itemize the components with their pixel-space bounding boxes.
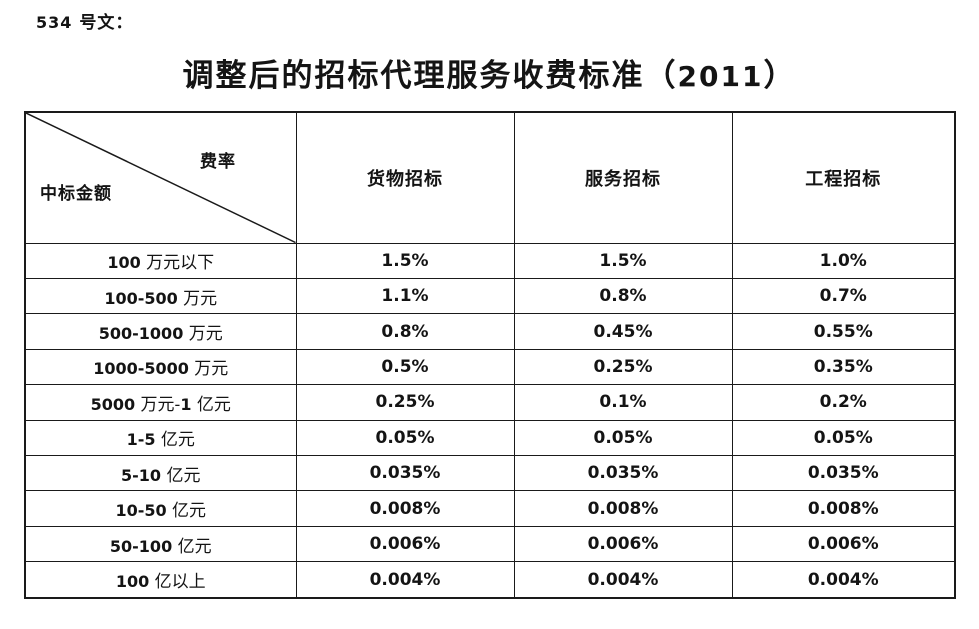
services-rate-cell: 0.004% bbox=[513, 561, 733, 599]
column-header-engineering: 工程招标 bbox=[731, 111, 956, 244]
engineering-rate-cell: 0.008% bbox=[731, 490, 956, 527]
services-rate-cell: 0.8% bbox=[513, 277, 733, 315]
amount-cell: 5000 万元-1 亿元 bbox=[24, 384, 297, 421]
goods-rate-cell: 0.5% bbox=[295, 348, 515, 386]
amount-cell: 50-100 亿元 bbox=[24, 525, 297, 563]
bid-amount-corner-label: 中标金额 bbox=[40, 184, 112, 204]
table-row: 1-5 亿元 0.05% 0.05% 0.05% bbox=[24, 419, 956, 457]
corner-header-cell: 费率 中标金额 bbox=[24, 111, 297, 244]
services-rate-cell: 0.008% bbox=[513, 490, 733, 527]
fee-table-container: 费率 中标金额 货物招标 服务招标 工程招标 100 万元以下 1.5% 1.5… bbox=[24, 111, 956, 599]
goods-rate-cell: 1.5% bbox=[295, 242, 515, 279]
fee-rate-corner-label: 费率 bbox=[200, 152, 236, 172]
services-rate-cell: 0.25% bbox=[513, 348, 733, 386]
goods-rate-cell: 0.006% bbox=[295, 525, 515, 563]
engineering-rate-cell: 0.2% bbox=[731, 384, 956, 421]
services-rate-cell: 0.05% bbox=[513, 419, 733, 457]
amount-cell: 1-5 亿元 bbox=[24, 419, 297, 457]
page-title: 调整后的招标代理服务收费标准（2011） bbox=[182, 58, 797, 94]
engineering-rate-cell: 0.7% bbox=[731, 277, 956, 315]
amount-cell: 1000-5000 万元 bbox=[24, 348, 297, 386]
goods-rate-cell: 0.035% bbox=[295, 455, 515, 492]
amount-cell: 5-10 亿元 bbox=[24, 455, 297, 492]
engineering-rate-cell: 0.35% bbox=[731, 348, 956, 386]
engineering-rate-cell: 0.004% bbox=[731, 561, 956, 599]
amount-cell: 100 亿以上 bbox=[24, 561, 297, 599]
amount-cell: 100 万元以下 bbox=[24, 242, 297, 279]
table-row: 10-50 亿元 0.008% 0.008% 0.008% bbox=[24, 490, 956, 527]
goods-rate-cell: 0.25% bbox=[295, 384, 515, 421]
table-row: 100 亿以上 0.004% 0.004% 0.004% bbox=[24, 561, 956, 599]
engineering-rate-cell: 0.55% bbox=[731, 313, 956, 350]
engineering-rate-cell: 1.0% bbox=[731, 242, 956, 279]
goods-rate-cell: 0.05% bbox=[295, 419, 515, 457]
services-rate-cell: 1.5% bbox=[513, 242, 733, 279]
amount-cell: 500-1000 万元 bbox=[24, 313, 297, 350]
column-header-goods: 货物招标 bbox=[295, 111, 515, 244]
amount-cell: 100-500 万元 bbox=[24, 277, 297, 315]
table-row: 50-100 亿元 0.006% 0.006% 0.006% bbox=[24, 525, 956, 563]
services-rate-cell: 0.035% bbox=[513, 455, 733, 492]
goods-rate-cell: 0.004% bbox=[295, 561, 515, 599]
diagonal-line bbox=[26, 113, 296, 243]
column-header-services: 服务招标 bbox=[513, 111, 733, 244]
amount-cell: 10-50 亿元 bbox=[24, 490, 297, 527]
table-header-row: 费率 中标金额 货物招标 服务招标 工程招标 bbox=[24, 111, 956, 244]
engineering-rate-cell: 0.035% bbox=[731, 455, 956, 492]
services-rate-cell: 0.006% bbox=[513, 525, 733, 563]
table-row: 100 万元以下 1.5% 1.5% 1.0% bbox=[24, 242, 956, 279]
table-row: 5000 万元-1 亿元 0.25% 0.1% 0.2% bbox=[24, 384, 956, 421]
engineering-rate-cell: 0.006% bbox=[731, 525, 956, 563]
services-rate-cell: 0.45% bbox=[513, 313, 733, 350]
services-rate-cell: 0.1% bbox=[513, 384, 733, 421]
doc-number-label: 534 号文： bbox=[36, 13, 134, 33]
fee-table: 费率 中标金额 货物招标 服务招标 工程招标 100 万元以下 1.5% 1.5… bbox=[24, 111, 956, 599]
engineering-rate-cell: 0.05% bbox=[731, 419, 956, 457]
table-row: 100-500 万元 1.1% 0.8% 0.7% bbox=[24, 277, 956, 315]
goods-rate-cell: 0.008% bbox=[295, 490, 515, 527]
goods-rate-cell: 0.8% bbox=[295, 313, 515, 350]
table-row: 5-10 亿元 0.035% 0.035% 0.035% bbox=[24, 455, 956, 492]
table-row: 1000-5000 万元 0.5% 0.25% 0.35% bbox=[24, 348, 956, 386]
table-row: 500-1000 万元 0.8% 0.45% 0.55% bbox=[24, 313, 956, 350]
goods-rate-cell: 1.1% bbox=[295, 277, 515, 315]
